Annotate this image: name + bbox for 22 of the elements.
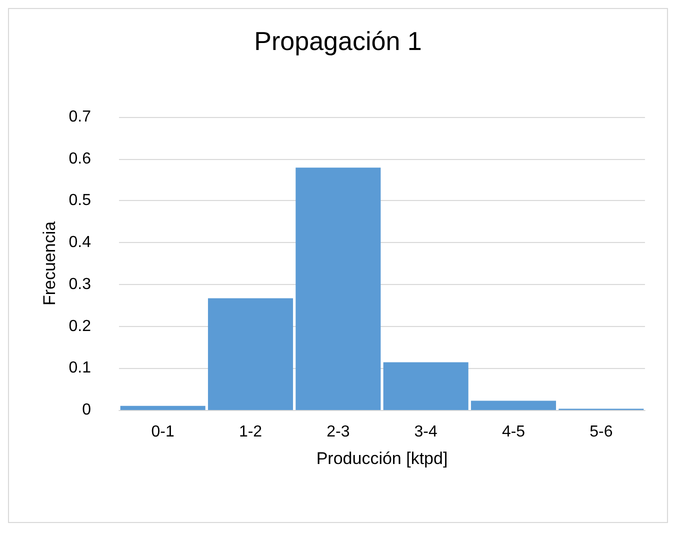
bar	[296, 168, 381, 410]
x-tick-label: 0-1	[151, 424, 174, 440]
y-axis-title: Frecuencia	[40, 220, 59, 306]
y-tick-label: 0.5	[68, 192, 92, 210]
bar	[470, 400, 556, 410]
bar	[208, 298, 294, 410]
y-tick-label: 0.6	[68, 150, 92, 168]
y-tick-label: 0.1	[68, 360, 92, 377]
y-tick-label: 0.2	[68, 318, 92, 335]
x-tick-label: 1-2	[238, 424, 262, 440]
x-tick-label: 4-5	[502, 424, 526, 440]
chart-title: Propagación 1	[254, 26, 422, 56]
x-axis-title: Producción [ktpd]	[316, 449, 448, 468]
x-tick-label: 3-4	[414, 424, 438, 440]
y-tick-label: 0	[82, 402, 92, 418]
y-tick-label: 0.4	[68, 234, 92, 252]
bar	[383, 362, 468, 410]
bar	[120, 406, 206, 410]
y-tick-label: 0.3	[68, 276, 92, 293]
y-tick-label: 0.7	[68, 108, 92, 126]
x-tick-label: 5-6	[590, 424, 613, 440]
x-tick-label: 2-3	[326, 424, 350, 440]
